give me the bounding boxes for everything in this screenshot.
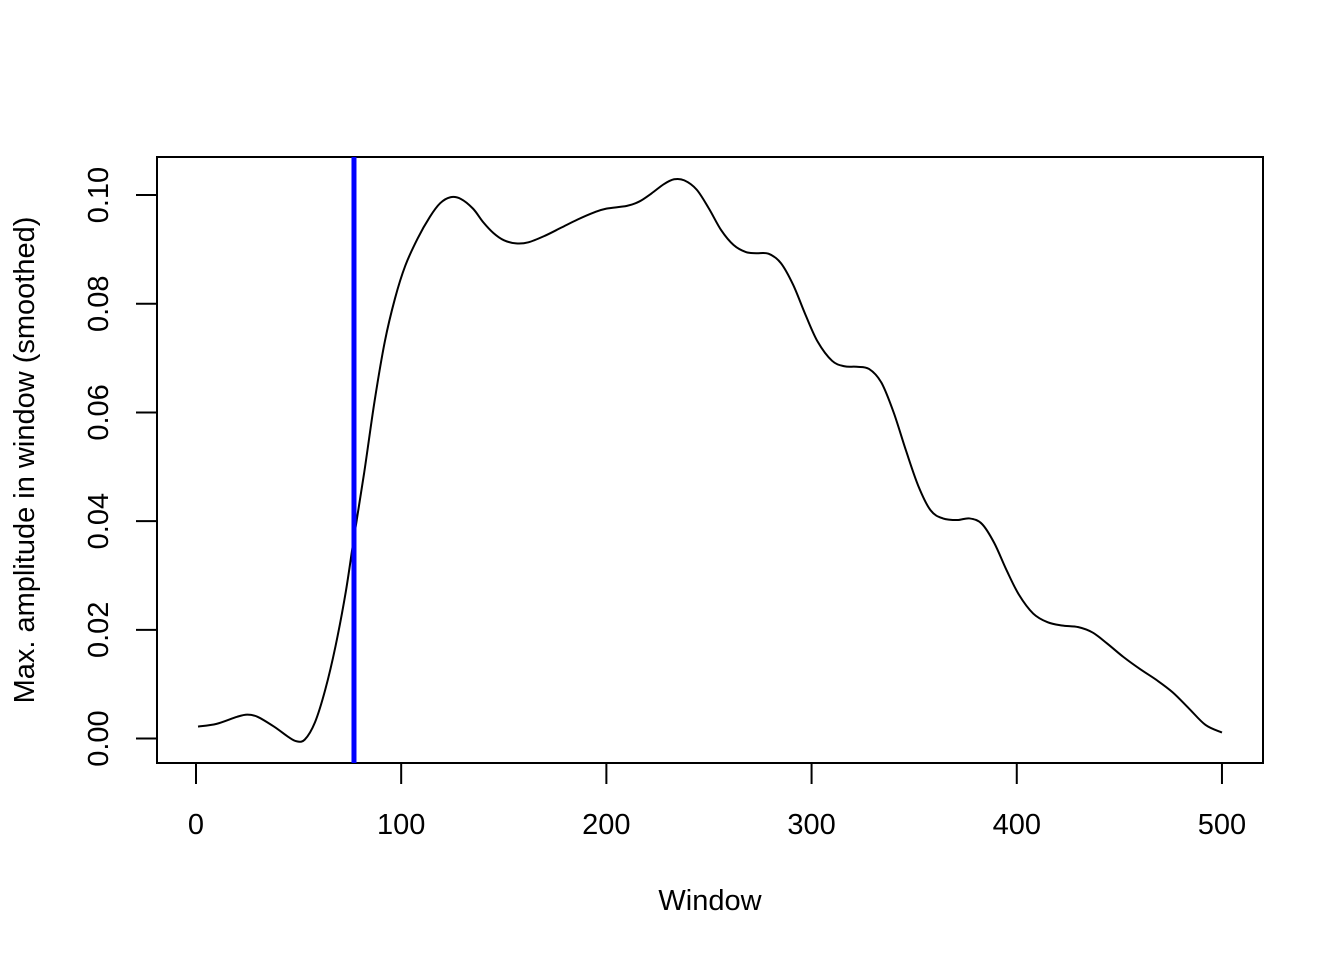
y-tick-label: 0.08	[83, 276, 115, 332]
y-tick-label: 0.00	[83, 710, 115, 766]
x-tick-label: 200	[582, 809, 630, 841]
x-tick-label: 300	[787, 809, 835, 841]
x-tick-label: 500	[1198, 809, 1246, 841]
x-tick-label: 400	[993, 809, 1041, 841]
x-axis: 0 100 200 300 400 500	[188, 762, 1246, 841]
plot-frame	[156, 156, 1264, 764]
plot-area	[197, 157, 1223, 763]
series-line	[197, 177, 1223, 743]
x-axis-label: Window	[658, 885, 762, 917]
x-tick-label: 100	[377, 809, 425, 841]
y-axis-label: Max. amplitude in window (smoothed)	[9, 217, 41, 704]
x-tick-label: 0	[188, 809, 204, 841]
y-tick-label: 0.06	[83, 384, 115, 440]
y-tick-label: 0.10	[83, 167, 115, 223]
y-axis: 0.00 0.02 0.04 0.06 0.08 0.10	[83, 167, 158, 767]
y-tick-label: 0.02	[83, 602, 115, 658]
y-tick-label: 0.04	[83, 493, 115, 549]
